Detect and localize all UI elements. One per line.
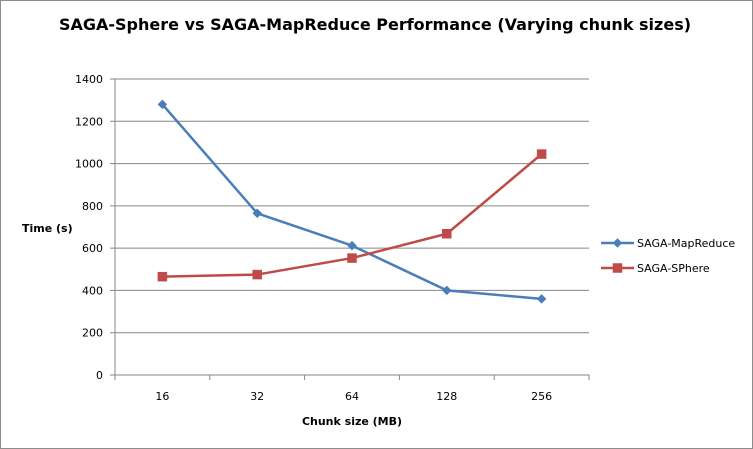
data-point-square — [252, 269, 262, 280]
series-saga-mapreduce — [157, 99, 547, 304]
data-point-diamond — [536, 294, 547, 304]
x-tick-label: 128 — [436, 390, 457, 403]
x-tick-label: 16 — [155, 390, 169, 403]
x-axis-title: Chunk size (MB) — [302, 415, 402, 428]
gridlines — [115, 78, 589, 334]
x-tick-label: 64 — [345, 390, 359, 403]
y-tick-label: 800 — [82, 200, 103, 213]
x-tick-label: 32 — [250, 390, 264, 403]
legend: SAGA-MapReduce SAGA-SPhere — [601, 237, 735, 275]
data-point-square — [157, 271, 168, 282]
x-tick-label: 256 — [531, 390, 552, 403]
legend-label: SAGA-MapReduce — [637, 237, 735, 250]
y-tick-label: 1400 — [75, 73, 103, 86]
chart-title: SAGA-Sphere vs SAGA-MapReduce Performanc… — [59, 15, 691, 34]
y-tick-label: 400 — [82, 284, 103, 297]
y-tick-label: 200 — [82, 327, 103, 340]
data-point-square — [347, 253, 357, 263]
y-tick-label: 600 — [82, 242, 103, 255]
legend-marker — [612, 238, 623, 248]
y-tick-label: 1000 — [75, 158, 103, 171]
data-point-diamond — [157, 99, 168, 110]
data-point-diamond — [347, 240, 357, 251]
axes: 0 200 400 600 800 1000 1200 1400 16 32 64 128 256 — [75, 73, 590, 403]
series-layer — [157, 99, 547, 304]
data-point-diamond — [441, 285, 452, 296]
legend-label: SAGA-SPhere — [637, 262, 710, 275]
legend-marker — [612, 263, 623, 273]
data-point-square — [442, 229, 452, 239]
y-tick-label: 0 — [96, 369, 103, 382]
y-tick-label: 1200 — [75, 115, 103, 128]
data-point-square — [536, 149, 547, 159]
data-point-diamond — [252, 208, 263, 219]
series-saga-sphere — [157, 149, 547, 282]
y-axis-title: Time (s) — [22, 222, 73, 235]
